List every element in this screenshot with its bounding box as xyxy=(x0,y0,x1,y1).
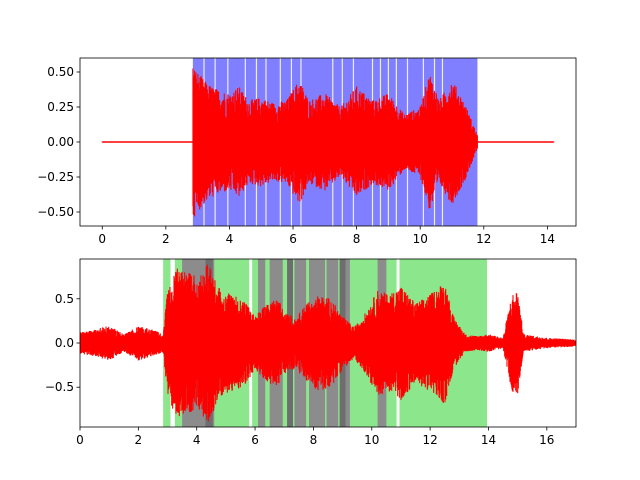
x-tick-label: 4 xyxy=(193,433,201,447)
x-tick-label: 10 xyxy=(364,433,379,447)
top-waveform-chart: 0 2 4 6 8 10 12 14 −0.50 −0.25 0.00 0.25 0.50 xyxy=(37,57,577,246)
x-tick-label: 0 xyxy=(76,433,84,447)
y-tick-label: 0.00 xyxy=(47,135,74,149)
x-tick-label: 8 xyxy=(310,433,318,447)
y-tick-label: 0.0 xyxy=(55,336,74,350)
x-tick-label: 0 xyxy=(98,232,106,246)
x-tick-label: 16 xyxy=(539,433,554,447)
bottom-waveform-chart: 0 2 4 6 8 10 12 14 16 −0.5 0.0 0.5 xyxy=(45,258,577,447)
y-tick-label: 0.50 xyxy=(47,65,74,79)
x-tick-label: 10 xyxy=(413,232,428,246)
x-tick-label: 6 xyxy=(289,232,297,246)
x-tick-label: 2 xyxy=(135,433,143,447)
y-tick-label: 0.5 xyxy=(55,292,74,306)
x-tick-label: 14 xyxy=(481,433,496,447)
x-tick-label: 12 xyxy=(476,232,491,246)
y-tick-label: 0.25 xyxy=(47,100,74,114)
y-tick-label: −0.25 xyxy=(37,170,74,184)
x-tick-label: 6 xyxy=(251,433,259,447)
y-tick-label: −0.5 xyxy=(45,380,74,394)
x-tick-label: 12 xyxy=(422,433,437,447)
waveform-line xyxy=(80,264,576,422)
plot-area xyxy=(80,259,576,427)
x-tick-label: 4 xyxy=(226,232,234,246)
plot-area xyxy=(101,58,555,226)
y-tick-label: −0.50 xyxy=(37,205,74,219)
x-tick-label: 2 xyxy=(162,232,170,246)
x-tick-label: 14 xyxy=(540,232,555,246)
x-tick-label: 8 xyxy=(353,232,361,246)
